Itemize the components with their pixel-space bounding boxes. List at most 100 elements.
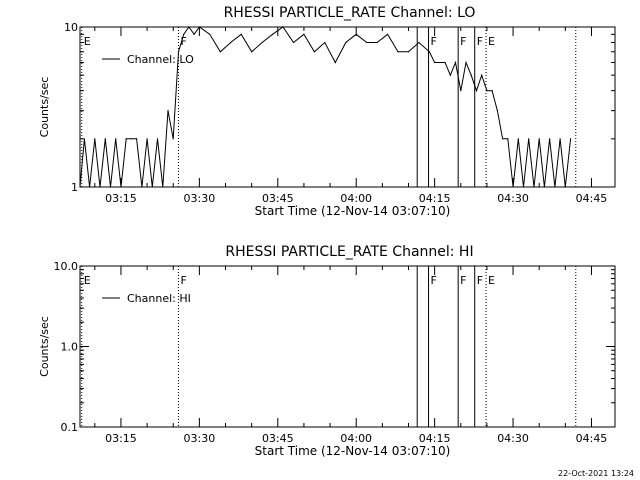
panel-1-data-point <box>261 41 263 44</box>
panel-1-y-axis-label: Counts/sec <box>38 77 51 138</box>
panel-2-x-tick-label: 03:45 <box>262 432 294 445</box>
panel-1-data-point <box>79 186 81 188</box>
panel-1-data-point <box>449 74 451 76</box>
panel-1-x-tick-label: 03:45 <box>262 192 294 205</box>
footer-timestamp: 22-Oct-2021 13:24 <box>558 469 634 478</box>
panel-1-data-point <box>183 33 185 35</box>
panel-1-data-point <box>240 33 242 35</box>
panel-1-data-point <box>193 33 195 35</box>
panel-2-x-tick-label: 03:30 <box>184 432 216 445</box>
panel-1-data-point <box>428 51 431 53</box>
panel-1-data-point <box>549 138 551 140</box>
panel-1-data-point <box>292 41 295 44</box>
panel-1-data-point <box>501 138 504 140</box>
panel-1-data-point <box>538 138 540 140</box>
panel-1-data-point <box>407 51 410 53</box>
panel-1-flag-label: F <box>477 35 483 48</box>
panel-1-data-point <box>460 90 462 92</box>
panel-1-data-point <box>198 26 200 28</box>
panel-1-data-point <box>528 138 530 140</box>
panel-1-y-tick-label: 10 <box>64 21 78 34</box>
panel-1-flag-label: F <box>180 35 186 48</box>
panel-1-axes-frame <box>79 26 616 188</box>
panel-1-data-point <box>282 26 284 28</box>
panel-1-data-point <box>230 41 232 44</box>
panel-1-data-point <box>454 61 457 64</box>
panel-1-data-point <box>512 186 514 188</box>
panel-1-data-point <box>83 138 85 140</box>
panel-1-data-point <box>366 41 368 44</box>
panel-1-x-tick-label: 04:00 <box>340 192 372 205</box>
panel-1-data-point <box>559 138 561 140</box>
panel-1-data-point <box>104 138 106 140</box>
panel-1-data-point <box>434 61 436 64</box>
panel-1-data-point <box>496 110 498 112</box>
panel-1-data-point <box>564 186 566 188</box>
panel-1-data-point <box>130 138 133 140</box>
panel-2-flag-label: E <box>84 274 91 287</box>
panel-2-flag-label: F <box>477 274 483 287</box>
panel-2-axes-frame <box>79 265 616 428</box>
panel-1-data-point <box>569 138 572 140</box>
panel-1-data-point <box>313 51 315 53</box>
panel-1-data-point <box>162 186 164 188</box>
panel-1-flag-label: F <box>431 35 437 48</box>
panel-1-data-point <box>475 90 478 92</box>
panel-1-data-point <box>146 138 148 140</box>
panel-1-data-point <box>355 33 357 35</box>
panel-1-data-point <box>345 41 347 44</box>
panel-1-data-point <box>209 33 211 35</box>
panel-1-data-point <box>517 138 519 140</box>
panel-1-flag-label: F <box>460 35 466 48</box>
panel-1-data-point <box>376 41 378 44</box>
panel-2-x-tick-label: 04:15 <box>419 432 451 445</box>
panel-2-x-tick-label: 04:00 <box>340 432 372 445</box>
panel-2-y-tick-label: 10.0 <box>54 260 79 273</box>
panel-1-data-point <box>156 138 159 140</box>
panel-1-data-point <box>397 51 399 53</box>
panel-2-flag-label: F <box>460 274 466 287</box>
panel-1-data-point <box>120 186 122 188</box>
panel-1-data-point <box>151 186 153 188</box>
panel-2-flag-label: E <box>488 274 495 287</box>
panel-1-data-point <box>543 186 546 188</box>
panel-1-data-point <box>444 61 446 64</box>
panel-1-x-tick-label: 04:45 <box>576 192 608 205</box>
panel-2-x-tick-label: 03:15 <box>105 432 137 445</box>
panel-1-x-tick-label: 03:30 <box>184 192 216 205</box>
panel-1-x-tick-label: 03:15 <box>105 192 137 205</box>
panel-1-flag-label: E <box>84 35 91 48</box>
panel-2-y-axis-label: Counts/sec <box>38 316 51 377</box>
panel-1-data-point <box>324 41 326 44</box>
panel-1-data-point <box>507 138 509 140</box>
panel-1-data-point <box>334 61 336 64</box>
panel-1-legend-label: Channel: LO <box>127 53 194 66</box>
panel-1-data-point <box>386 33 389 35</box>
panel-1-data-point <box>94 138 96 140</box>
panel-1-y-tick-label: 1 <box>71 181 78 194</box>
panel-2-legend-label: Channel: HI <box>127 292 191 305</box>
panel-1-data-point <box>109 186 112 188</box>
panel-1-data-point <box>136 138 138 140</box>
panel-1-x-tick-label: 04:15 <box>419 192 451 205</box>
panel-1-data-point <box>219 51 221 53</box>
panel-2-x-tick-label: 04:30 <box>497 432 529 445</box>
panel-1-data-point <box>141 186 143 188</box>
panel-1-data-point <box>188 26 190 28</box>
panel-2-x-tick-label: 04:45 <box>576 432 608 445</box>
panel-1-data-point <box>554 186 556 188</box>
panel-1-data-point <box>167 110 169 112</box>
panel-1-title: RHESSI PARTICLE_RATE Channel: LO <box>224 5 476 21</box>
panel-1-data-point <box>486 90 488 92</box>
panel-1-data-point <box>465 61 467 64</box>
panel-1-data-point <box>115 138 117 140</box>
panel-1-data-point <box>522 186 525 188</box>
panel-1-x-tick-label: 04:30 <box>497 192 529 205</box>
panel-1-data-point <box>271 33 274 35</box>
panel-1-data-point <box>172 138 174 140</box>
panel-1-data-point <box>418 41 420 44</box>
panel-1-series-line <box>79 26 572 188</box>
panel-1-x-axis-label: Start Time (12-Nov-14 03:07:10) <box>255 204 451 218</box>
panel-2-y-tick-label: 1.0 <box>61 341 79 354</box>
